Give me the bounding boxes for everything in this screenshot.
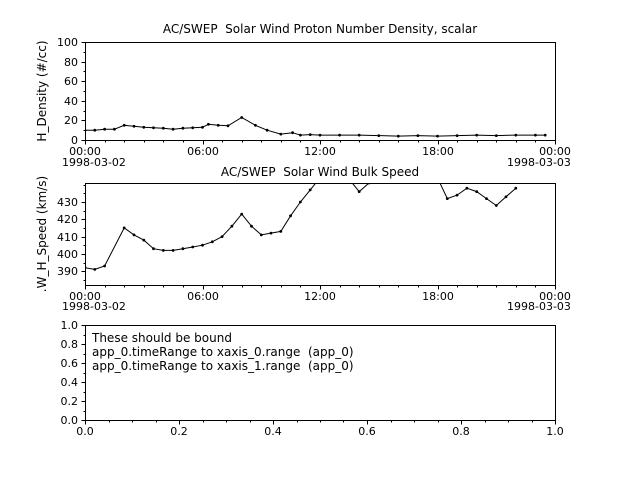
plot1-ytick-label: 100 [57,36,78,49]
plot1-series [85,116,547,138]
plot2-ytick-label: 390 [57,265,78,278]
plot1-ytick-label: 80 [64,56,78,69]
plot3-xtick-label: 0.8 [452,425,470,438]
plot2-xtick-label: 18:00 [422,290,454,303]
plot2-series [85,183,518,271]
plot1-ytick-label: 20 [64,114,78,127]
plot1-ytick-label: 60 [64,75,78,88]
plot3-ytick-label: 0.2 [61,395,79,408]
plot1-ytick-label: 40 [64,95,78,108]
plot3-ytick-label: 0.8 [61,338,79,351]
plot3-xtick-label: 0.4 [264,425,282,438]
plot3-ytick-label: 0.4 [61,376,79,389]
plot1-xtick-label: 00:00 [69,145,101,158]
plot2-canvas[interactable]: 00:00 06:00 12:00 18:00 00:00 390 400 410 420 430 [57,157,571,303]
binding-note-line1: These should be bound [92,331,232,345]
plot3-xtick-label: 0.0 [76,425,94,438]
plot2-xtick-label: 00:00 [539,290,571,303]
plot2-ylabel: .W_H_Speed (km/s) [35,175,49,293]
plot1-xtick-label: 00:00 [539,145,571,158]
plot1-xaxis-start-date: 1998-03-02 [62,156,126,169]
plot2-xtick-label: 06:00 [187,290,219,303]
binding-note-line2: app_0.timeRange to xaxis_0.range (app_0) [92,345,354,359]
plot1-ytick-label: 0 [71,134,78,147]
plot1-xaxis-end-date: 1998-03-03 [507,156,571,169]
plot2-xtick-label: 00:00 [69,290,101,303]
plot2-xaxis-end-date: 1998-03-03 [507,300,571,313]
plot1-title: AC/SWEP Solar Wind Proton Number Density… [162,22,478,36]
plot3-ytick-label: 1.0 [61,319,79,332]
plot2-xaxis-start-date: 1998-03-02 [62,300,126,313]
plot1-xtick-label: 12:00 [304,145,336,158]
plot2-ytick-label: 430 [57,196,78,209]
plot1-xtick-label: 18:00 [422,145,454,158]
plot3-xtick-label: 0.2 [170,425,188,438]
plot2-ytick-label: 410 [57,231,78,244]
plot2-ytick-label: 420 [57,213,78,226]
plot3-xtick-label: 1.0 [546,425,564,438]
plot1-ylabel: H_Density (#/cc) [35,40,49,142]
plot3-ytick-label: 0.6 [61,357,79,370]
plot3-canvas[interactable]: 0.0 0.2 0.4 0.6 0.8 1.0 0.0 0.2 0.4 0.6 0.8 1.0 [61,319,564,438]
plot3-xtick-label: 0.6 [358,425,376,438]
plot1-xtick-label: 06:00 [187,145,219,158]
binding-note-line3: app_0.timeRange to xaxis_1.range (app_0) [92,359,354,373]
plot2-title: AC/SWEP Solar Wind Bulk Speed [220,165,420,179]
plot2-xtick-label: 12:00 [304,290,336,303]
plot2-ytick-label: 400 [57,248,78,261]
plot3-ytick-label: 0.0 [61,414,79,427]
